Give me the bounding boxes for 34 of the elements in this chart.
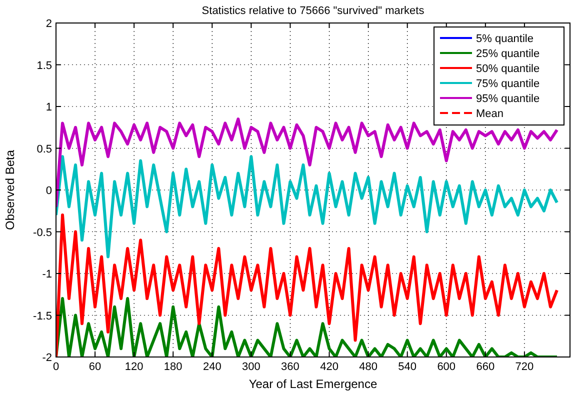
x-axis-title: Year of Last Emergence <box>248 377 378 391</box>
x-tick-label: 720 <box>515 361 534 373</box>
x-tick-label: 180 <box>164 361 182 373</box>
chart-title: Statistics relative to 75666 "survived" markets <box>202 5 425 17</box>
line-series <box>56 118 558 208</box>
x-tick-label: 240 <box>202 361 222 373</box>
x-tick-label: 420 <box>320 361 338 373</box>
legend-label: 50% quantile <box>476 63 540 75</box>
legend-label: 5% quantile <box>476 33 534 45</box>
x-tick-label: 540 <box>398 361 417 373</box>
x-tick-label: 480 <box>359 361 378 373</box>
legend-label: Mean <box>476 108 504 120</box>
legend-label: 75% quantile <box>476 78 540 90</box>
x-tick-label: 120 <box>124 361 144 373</box>
y-tick-label: -0.5 <box>33 226 52 239</box>
line-series <box>56 297 558 357</box>
line-series <box>56 155 558 258</box>
y-tick-label: 2 <box>46 18 52 30</box>
y-tick-label: 0 <box>46 185 52 197</box>
legend-label: 95% quantile <box>476 93 540 105</box>
x-tick-label: 660 <box>476 361 495 373</box>
y-tick-label: -1.5 <box>33 310 52 322</box>
x-tick-label: 60 <box>88 361 102 373</box>
y-tick-label: 1 <box>46 102 52 114</box>
y-tick-label: 1.5 <box>36 60 52 72</box>
y-tick-label: 0.5 <box>36 143 52 156</box>
line-series <box>56 214 558 357</box>
legend-label: 25% quantile <box>476 48 540 60</box>
y-axis-title: Observed Beta <box>3 150 17 230</box>
x-tick-label: 360 <box>281 361 300 373</box>
y-tick-label: -1 <box>42 268 52 280</box>
y-tick-label: -2 <box>42 352 52 364</box>
x-tick-label: 600 <box>437 361 456 373</box>
x-tick-label: 300 <box>242 361 260 373</box>
